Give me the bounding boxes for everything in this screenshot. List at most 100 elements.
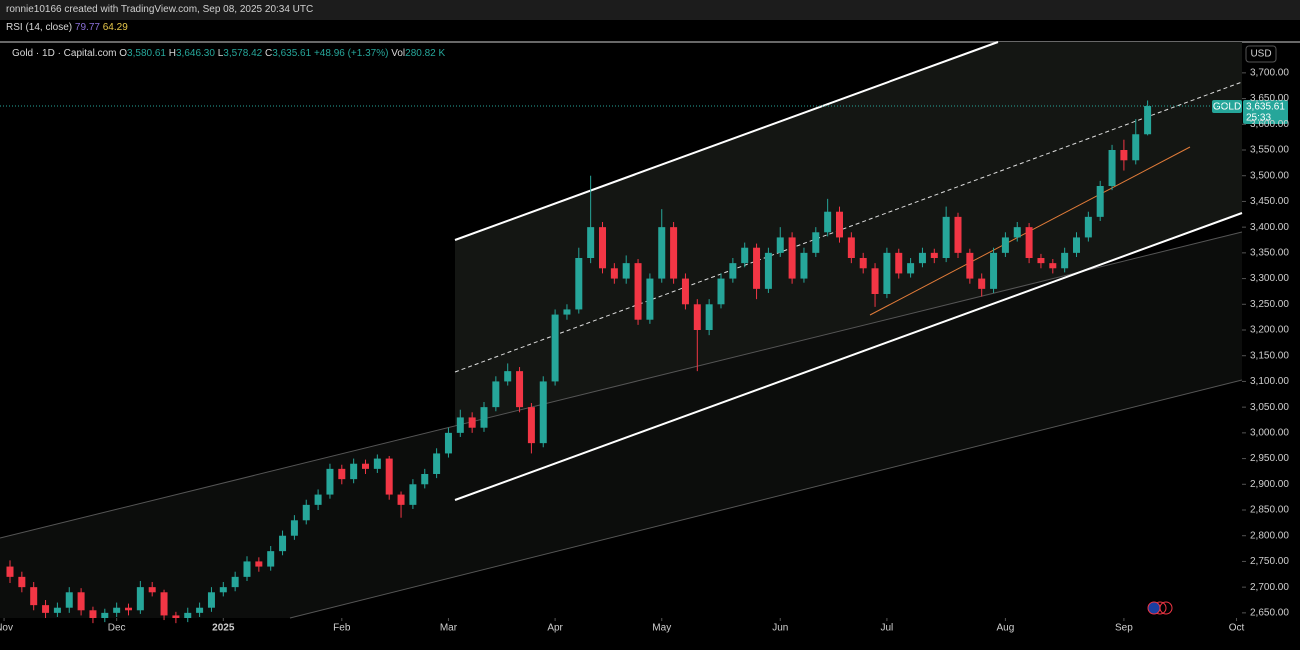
candle-body — [492, 381, 500, 408]
lower-channel-shade — [0, 232, 1242, 618]
y-tick-label: 3,550.00 — [1250, 145, 1289, 156]
candle-body — [409, 484, 417, 505]
candle-body — [741, 247, 749, 264]
rsi-value: 79.77 — [74, 22, 100, 33]
h-label: H — [168, 48, 176, 59]
attribution: ronnie10166 created with TradingView.com… — [6, 4, 314, 15]
x-tick-label: Dec — [108, 623, 126, 634]
vol-value: 280.82 K — [405, 48, 446, 59]
candle-body — [1049, 263, 1057, 269]
o-label: O — [119, 48, 128, 59]
candle-body — [89, 610, 97, 618]
candle-body — [859, 258, 867, 269]
price-axis — [1242, 43, 1300, 623]
candle-body — [444, 432, 452, 454]
x-tick-label: Jun — [772, 623, 788, 634]
candle-body — [196, 607, 204, 613]
candle-body — [65, 592, 73, 608]
candle-body — [658, 227, 666, 279]
x-tick-label: Nov — [0, 623, 13, 634]
y-tick-label: 3,600.00 — [1250, 119, 1289, 130]
candle-body — [1132, 134, 1140, 161]
currency: USD — [1250, 49, 1271, 60]
candle-body — [136, 587, 144, 611]
y-tick-label: 3,250.00 — [1250, 299, 1289, 310]
candle-body — [729, 263, 737, 279]
candle-body — [575, 258, 583, 310]
candle-body — [670, 227, 678, 279]
candle-body — [148, 587, 156, 593]
h-value: 3,646.30 — [176, 48, 215, 59]
candle-body — [160, 592, 168, 616]
candle-body — [847, 237, 855, 258]
candle-body — [290, 520, 298, 536]
faint-channel-line — [289, 379, 1243, 619]
candle-body — [362, 463, 369, 469]
candle-body — [693, 304, 701, 330]
candle-body — [456, 417, 464, 433]
candle-body — [255, 561, 263, 567]
y-tick-label: 3,400.00 — [1250, 222, 1289, 233]
candle-body — [480, 407, 488, 428]
candle-body — [314, 494, 322, 505]
candle-body — [646, 278, 654, 320]
candle-body — [468, 417, 476, 428]
candle-body — [113, 607, 121, 613]
price-tag-countdown: 25:33 — [1246, 113, 1271, 124]
candle-body — [172, 615, 180, 618]
candle-body — [1144, 105, 1152, 135]
faint-channel-line — [0, 231, 1243, 539]
candle-body — [184, 612, 192, 618]
x-tick-label: Feb — [333, 623, 351, 634]
candle-body — [930, 252, 938, 258]
candle-body — [918, 252, 926, 264]
l-value: 3,578.42 — [223, 48, 263, 59]
y-tick-label: 2,750.00 — [1250, 556, 1289, 567]
y-tick-label: 2,900.00 — [1250, 479, 1289, 490]
y-tick-label: 3,050.00 — [1250, 402, 1289, 413]
symbol-label: GOLD — [1213, 102, 1241, 113]
candle-body — [978, 278, 986, 289]
candle-body — [812, 232, 820, 253]
y-tick-label: 3,650.00 — [1250, 93, 1289, 104]
candle-body — [18, 576, 26, 588]
candle-body — [77, 592, 85, 611]
candle-body — [101, 612, 109, 618]
candle-body — [705, 304, 713, 330]
y-tick-label: 3,150.00 — [1250, 350, 1289, 361]
y-tick-label: 2,950.00 — [1250, 453, 1289, 464]
candle-body — [836, 211, 843, 238]
channel-line — [454, 41, 999, 241]
marks — [6, 100, 1152, 624]
candle-body — [279, 535, 287, 552]
candle-body — [824, 211, 832, 233]
x-tick-label: Aug — [997, 623, 1015, 634]
candle-body — [1001, 237, 1009, 253]
x-tick-label: Mar — [440, 623, 458, 634]
x-tick-label: Jul — [881, 623, 894, 634]
candle-body — [539, 381, 547, 444]
c-value: 3,635.61 — [272, 48, 312, 59]
candle-body — [504, 371, 512, 382]
candle-body — [433, 453, 441, 474]
candle-body — [1120, 150, 1128, 161]
candle-body — [231, 576, 239, 588]
candle-body — [1013, 227, 1021, 238]
candle-body — [717, 278, 725, 305]
candle-body — [883, 252, 891, 294]
candle-body — [954, 216, 962, 253]
candle-body — [551, 314, 559, 382]
candle-body — [1025, 227, 1033, 258]
y-tick-label: 3,000.00 — [1250, 427, 1289, 438]
y-tick-label: 3,700.00 — [1250, 67, 1289, 78]
y-tick-label: 3,350.00 — [1250, 247, 1289, 258]
x-tick-label: Sep — [1115, 623, 1133, 634]
price-tag — [1243, 100, 1288, 124]
y-tick-label: 3,500.00 — [1250, 170, 1289, 181]
candle-body — [990, 252, 998, 289]
candle-body — [895, 252, 903, 274]
candle-body — [1061, 252, 1069, 269]
change: +48.96 (+1.37%) — [313, 48, 389, 59]
